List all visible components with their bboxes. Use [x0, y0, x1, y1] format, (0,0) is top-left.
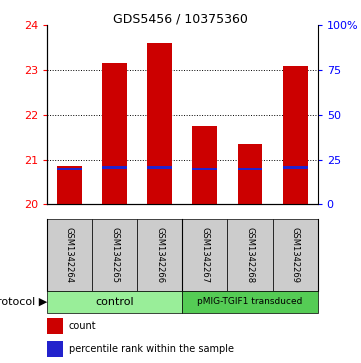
Bar [182, 219, 227, 291]
Bar [238, 144, 262, 204]
Text: GSM1342269: GSM1342269 [291, 227, 300, 283]
Bar [102, 166, 127, 169]
Text: GDS5456 / 10375360: GDS5456 / 10375360 [113, 13, 248, 26]
Bar [47, 219, 92, 291]
Bar [137, 219, 182, 291]
Text: control: control [95, 297, 134, 307]
Bar [147, 43, 172, 204]
Bar [283, 66, 308, 204]
Bar [47, 341, 63, 357]
Bar [182, 291, 318, 313]
Bar [57, 168, 82, 171]
Text: GSM1342267: GSM1342267 [200, 227, 209, 283]
Bar [147, 166, 172, 169]
Bar [273, 219, 318, 291]
Text: GSM1342266: GSM1342266 [155, 227, 164, 283]
Bar [57, 166, 82, 204]
Bar [192, 126, 217, 204]
Bar [283, 166, 308, 169]
Bar [47, 291, 182, 313]
Bar [227, 219, 273, 291]
Bar [192, 168, 217, 171]
Bar [47, 318, 63, 334]
Text: percentile rank within the sample: percentile rank within the sample [69, 344, 234, 354]
Bar [238, 168, 262, 171]
Text: pMIG-TGIF1 transduced: pMIG-TGIF1 transduced [197, 298, 303, 306]
Bar [92, 219, 137, 291]
Text: GSM1342268: GSM1342268 [245, 227, 255, 283]
Bar [102, 64, 127, 204]
Text: GSM1342264: GSM1342264 [65, 227, 74, 283]
Text: count: count [69, 321, 96, 331]
Text: protocol ▶: protocol ▶ [0, 297, 47, 307]
Text: GSM1342265: GSM1342265 [110, 227, 119, 283]
